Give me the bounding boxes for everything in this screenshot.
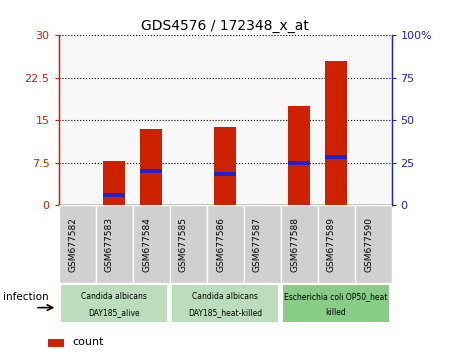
- Bar: [60, 284, 168, 323]
- Text: infection: infection: [3, 292, 49, 302]
- Bar: [280, 205, 318, 283]
- Bar: [214, 127, 236, 205]
- Text: GSM677587: GSM677587: [253, 217, 262, 272]
- Bar: [132, 35, 170, 205]
- Bar: [58, 35, 95, 205]
- Title: GDS4576 / 172348_x_at: GDS4576 / 172348_x_at: [141, 19, 309, 33]
- Text: GSM677586: GSM677586: [216, 217, 225, 272]
- Bar: [48, 339, 64, 347]
- Text: killed: killed: [326, 308, 346, 317]
- Bar: [280, 35, 318, 205]
- Bar: [140, 129, 162, 205]
- Bar: [355, 205, 392, 283]
- Bar: [318, 205, 355, 283]
- Bar: [214, 172, 236, 176]
- Bar: [95, 35, 132, 205]
- Text: DAY185_heat-killed: DAY185_heat-killed: [188, 308, 262, 317]
- Text: GSM677582: GSM677582: [68, 217, 77, 272]
- Bar: [325, 61, 347, 205]
- Text: Candida albicans: Candida albicans: [81, 292, 147, 301]
- Bar: [318, 35, 355, 205]
- Text: GSM677584: GSM677584: [142, 217, 151, 272]
- Text: count: count: [72, 337, 104, 347]
- Text: Escherichia coli OP50_heat: Escherichia coli OP50_heat: [284, 292, 388, 301]
- Bar: [103, 193, 125, 197]
- Text: GSM677583: GSM677583: [105, 217, 114, 272]
- Text: Candida albicans: Candida albicans: [192, 292, 258, 301]
- Bar: [243, 35, 280, 205]
- Bar: [288, 161, 310, 165]
- Bar: [282, 284, 390, 323]
- Text: GSM677590: GSM677590: [364, 217, 373, 272]
- Bar: [171, 284, 279, 323]
- Bar: [207, 35, 243, 205]
- Text: GSM677589: GSM677589: [327, 217, 336, 272]
- Text: GSM677588: GSM677588: [290, 217, 299, 272]
- Bar: [355, 35, 392, 205]
- Bar: [132, 205, 170, 283]
- Bar: [58, 205, 95, 283]
- Bar: [103, 161, 125, 205]
- Bar: [170, 35, 207, 205]
- Bar: [170, 205, 207, 283]
- Bar: [288, 106, 310, 205]
- Bar: [140, 169, 162, 173]
- Bar: [243, 205, 280, 283]
- Bar: [325, 155, 347, 159]
- Text: DAY185_alive: DAY185_alive: [88, 308, 140, 317]
- Bar: [95, 205, 132, 283]
- Bar: [207, 205, 243, 283]
- Text: GSM677585: GSM677585: [179, 217, 188, 272]
